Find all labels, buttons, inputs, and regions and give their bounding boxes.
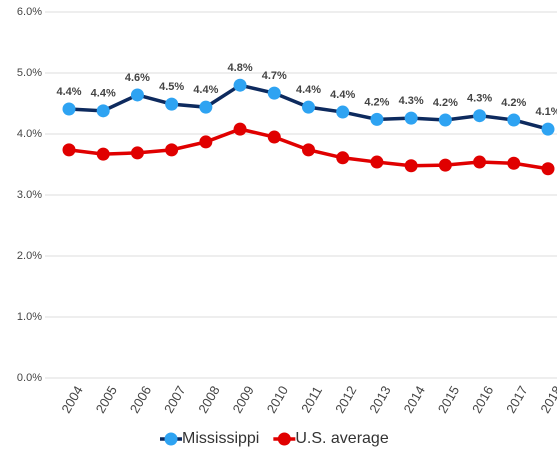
data-point: [96, 104, 110, 118]
x-tick-label: 2007: [161, 383, 188, 416]
legend-marker: [164, 432, 178, 446]
data-point: [336, 105, 350, 119]
data-point: [165, 143, 179, 157]
x-tick-label: 2016: [469, 383, 496, 416]
data-point: [473, 109, 487, 123]
value-label: 4.3%: [467, 93, 492, 105]
value-label: 4.1%: [535, 106, 557, 118]
data-point: [336, 151, 350, 165]
data-point: [267, 86, 281, 100]
data-point: [165, 97, 179, 111]
legend-marker: [277, 432, 291, 446]
x-tick-label: 2010: [264, 383, 291, 416]
x-tick-label: 2018: [537, 383, 557, 416]
data-point: [233, 78, 247, 92]
data-point: [507, 156, 521, 170]
value-label: 4.4%: [91, 88, 116, 100]
data-point: [302, 100, 315, 114]
x-tick-label: 2009: [229, 383, 256, 416]
legend-label: Mississippi: [182, 430, 259, 447]
x-tick-label: 2005: [93, 383, 120, 416]
data-point: [370, 155, 384, 169]
y-tick-label: 2.0%: [17, 250, 42, 262]
y-tick-label: 6.0%: [17, 6, 42, 18]
x-tick-label: 2014: [400, 383, 427, 416]
value-label: 4.6%: [125, 72, 150, 84]
data-point: [96, 147, 110, 161]
value-label: 4.8%: [228, 62, 253, 74]
data-point: [267, 130, 281, 144]
value-label: 4.4%: [56, 86, 81, 98]
data-point: [404, 159, 418, 173]
data-point: [541, 122, 555, 136]
value-label: 4.4%: [330, 89, 355, 101]
x-tick-label: 2004: [58, 383, 85, 416]
y-tick-label: 5.0%: [17, 67, 42, 79]
data-point: [130, 88, 144, 102]
x-tick-label: 2013: [366, 383, 393, 416]
value-label: 4.5%: [159, 81, 184, 93]
x-tick-label: 2006: [127, 383, 154, 416]
data-point: [404, 111, 418, 125]
x-tick-label: 2017: [503, 383, 530, 416]
value-label: 4.2%: [364, 96, 389, 108]
y-tick-label: 0.0%: [17, 372, 42, 384]
x-tick-label: 2015: [435, 383, 462, 416]
x-tick-label: 2011: [298, 384, 325, 416]
x-tick-label: 2012: [332, 383, 359, 416]
data-point: [199, 135, 213, 149]
data-point: [62, 102, 76, 116]
value-label: 4.2%: [501, 97, 526, 109]
data-point: [438, 113, 452, 127]
y-tick-label: 3.0%: [17, 189, 42, 201]
data-point: [507, 113, 521, 127]
value-label: 4.2%: [433, 97, 458, 109]
y-tick-label: 4.0%: [17, 128, 42, 140]
value-label: 4.4%: [296, 84, 321, 96]
value-label: 4.3%: [399, 95, 424, 107]
data-point: [473, 155, 487, 169]
data-point: [302, 143, 315, 157]
data-point: [541, 162, 555, 176]
value-label: 4.7%: [262, 70, 287, 82]
data-point: [199, 100, 213, 114]
data-point: [233, 122, 247, 136]
data-point: [438, 158, 452, 172]
data-point: [130, 146, 144, 160]
y-tick-label: 1.0%: [17, 311, 42, 323]
value-label: 4.4%: [193, 84, 218, 96]
data-point: [370, 112, 384, 126]
x-tick-label: 2008: [195, 383, 222, 416]
legend-label: U.S. average: [295, 430, 388, 447]
data-point: [62, 143, 76, 157]
